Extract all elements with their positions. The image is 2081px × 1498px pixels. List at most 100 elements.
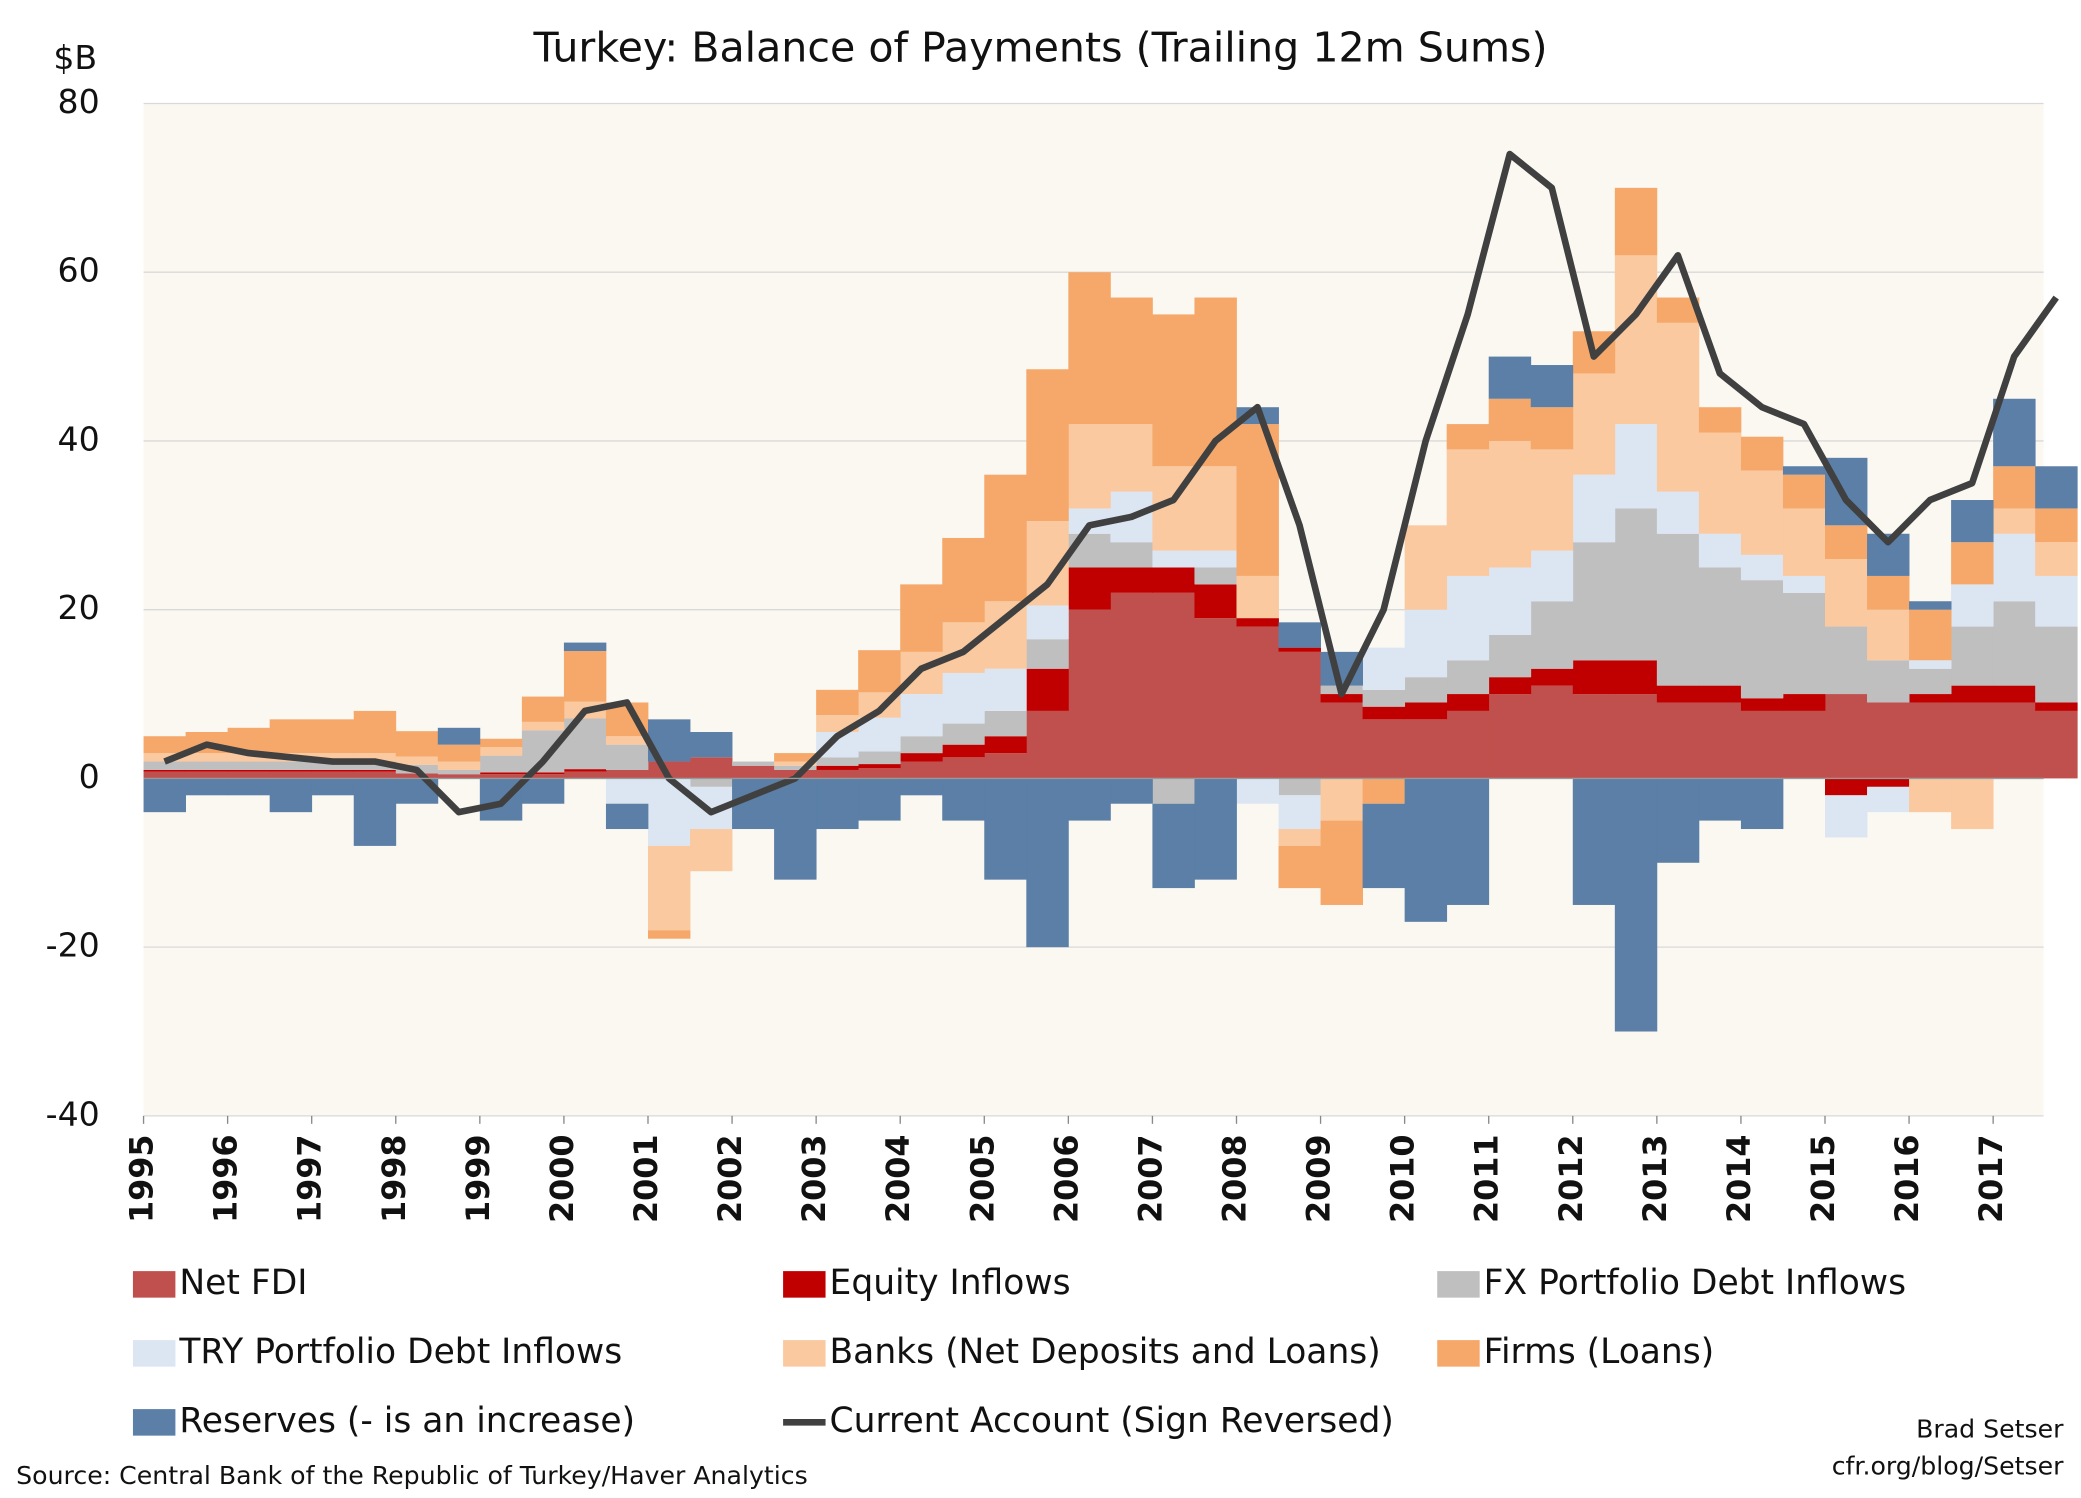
bar-segment	[227, 778, 271, 796]
bar-segment	[1614, 187, 1658, 256]
x-tick-label: 2014	[1720, 1134, 1758, 1223]
bar-segment	[1825, 694, 1868, 779]
bar-segment	[1404, 702, 1448, 720]
bar-segment	[1825, 525, 1868, 560]
bar-segment	[1782, 575, 1826, 593]
x-tick-label: 1998	[375, 1134, 413, 1223]
bar-segment	[1951, 500, 1994, 543]
bar-segment	[1993, 601, 2036, 686]
bar-segment	[1698, 407, 1742, 433]
bar-segment	[984, 778, 1027, 880]
bar-segment	[1614, 778, 1658, 1032]
bar-segment	[1656, 491, 1700, 534]
bar-segment	[1194, 466, 1237, 551]
bar-segment	[774, 778, 817, 880]
bar-segment	[1993, 702, 2036, 779]
bar-segment	[1530, 407, 1574, 450]
bar-segment	[185, 778, 229, 796]
bar-segment	[2035, 702, 2078, 711]
bar-segment	[2035, 508, 2078, 543]
bar-segment	[563, 642, 607, 652]
bar-segment	[1993, 508, 2036, 534]
bar-segment	[1867, 702, 1910, 779]
bar-segment	[1951, 584, 1994, 627]
legend-swatch	[1437, 1340, 1480, 1367]
bar-segment	[1236, 778, 1279, 804]
bar-segment	[1152, 567, 1195, 593]
bar-segment	[353, 753, 397, 762]
x-tick-label: 2009	[1300, 1134, 1338, 1223]
credit: Brad Setser	[1916, 1414, 2064, 1443]
bar-segment	[1320, 694, 1364, 703]
bar-segment	[269, 771, 313, 779]
bar-segment	[1362, 689, 1406, 707]
bar-segment	[1782, 474, 1826, 509]
bar-segment	[185, 771, 229, 779]
bar-segment	[1362, 647, 1406, 690]
bar-segment	[1194, 778, 1237, 880]
bar-segment	[605, 744, 649, 770]
x-tick-label: 2013	[1636, 1134, 1674, 1223]
legend-label: Current Account (Sign Reversed)	[830, 1401, 1394, 1441]
bar-segment	[1740, 778, 1784, 830]
bar-segment	[942, 537, 985, 623]
bar-segment	[227, 771, 271, 779]
bar-segment	[1909, 694, 1952, 703]
bar-segment	[1488, 356, 1532, 399]
bar-segment	[1993, 466, 2036, 509]
bar-segment	[1152, 803, 1195, 889]
bar-segment	[1488, 398, 1532, 441]
bar-segment	[647, 930, 691, 939]
bar-segment	[1362, 706, 1406, 720]
bar-segment	[479, 747, 523, 756]
x-tick-label: 2011	[1468, 1134, 1506, 1223]
bar-segment	[942, 757, 985, 779]
bar-segment	[1530, 601, 1574, 669]
y-axis-unit: $B	[53, 38, 97, 77]
bar-segment	[1825, 795, 1868, 838]
legend-label: Banks (Net Deposits and Loans)	[830, 1332, 1381, 1372]
bar-segment	[858, 717, 901, 752]
bar-segment	[858, 751, 901, 765]
bar-segment	[1488, 634, 1532, 678]
bar-segment	[1110, 297, 1153, 425]
bar-segment	[1909, 609, 1952, 661]
bar-segment	[1740, 554, 1784, 581]
bar-segment	[732, 761, 775, 766]
bar-segment	[900, 736, 943, 754]
bar-segment	[900, 761, 943, 779]
bar-segment	[1740, 698, 1784, 711]
bar-segment	[1825, 626, 1868, 695]
bar-segment	[690, 757, 733, 779]
bar-segment	[1867, 786, 1910, 813]
bar-segment	[900, 778, 943, 796]
legend-swatch	[783, 1340, 826, 1367]
bar-segment	[1068, 424, 1111, 509]
bar-segment	[479, 774, 523, 779]
bar-segment	[816, 689, 859, 716]
x-tick-label: 2003	[795, 1134, 833, 1223]
bar-segment	[395, 756, 439, 765]
bar-segment	[1026, 668, 1069, 711]
bar-segment	[1194, 567, 1237, 585]
bar-segment	[1026, 639, 1069, 669]
bar-segment	[816, 765, 859, 770]
bar-segment	[1362, 803, 1406, 889]
bar-segment	[1152, 314, 1195, 467]
bar-segment	[1194, 584, 1237, 619]
bar-segment	[437, 727, 481, 745]
bars	[143, 187, 2078, 1032]
bar-segment	[1951, 542, 1994, 585]
x-tick-label: 2001	[627, 1134, 665, 1223]
bar-segment	[1614, 508, 1658, 661]
bar-segment	[1026, 369, 1069, 522]
legend-swatch	[132, 1271, 176, 1298]
x-tick-label: 2004	[879, 1134, 917, 1223]
bar-segment	[1909, 778, 1952, 813]
bar-segment	[1572, 373, 1616, 475]
plot-area	[143, 102, 2078, 1117]
bar-segment	[605, 736, 649, 745]
bar-segment	[353, 769, 397, 772]
bar-segment	[1572, 694, 1616, 779]
y-tick-label: -20	[46, 926, 100, 965]
